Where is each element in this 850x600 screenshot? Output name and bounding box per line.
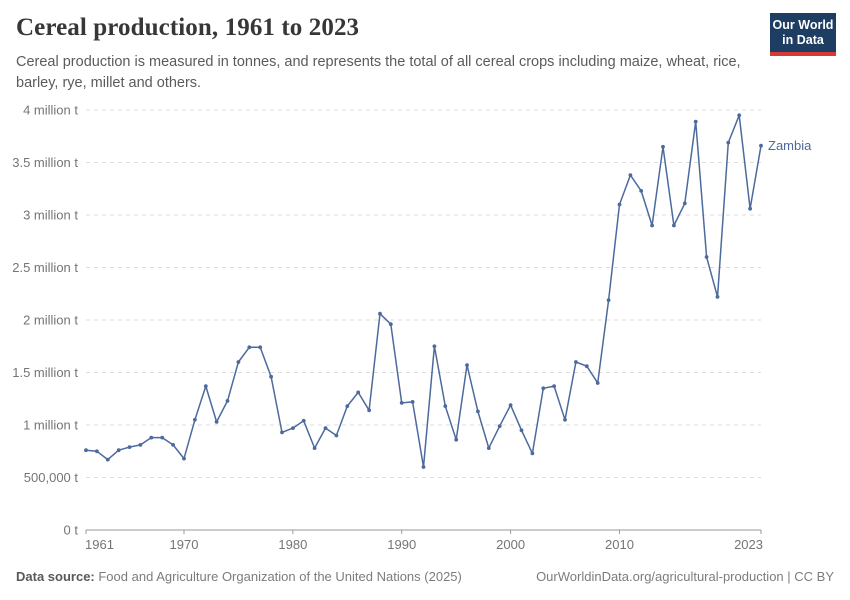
data-point[interactable]: [726, 140, 731, 145]
data-point[interactable]: [497, 424, 502, 428]
data-point[interactable]: [105, 457, 110, 462]
data-point[interactable]: [443, 404, 448, 408]
y-axis-tick-label: 500,000 t: [24, 470, 79, 485]
data-point[interactable]: [661, 144, 665, 149]
data-point[interactable]: [225, 399, 230, 403]
data-point[interactable]: [378, 311, 382, 316]
data-point[interactable]: [693, 119, 698, 124]
data-point[interactable]: [432, 344, 437, 349]
data-point[interactable]: [737, 113, 742, 118]
owid-logo-line1: Our World: [772, 18, 834, 32]
y-axis-tick-label: 3 million t: [23, 208, 78, 223]
y-axis-tick-label: 0 t: [64, 523, 79, 538]
data-source-note: Data source: Food and Agriculture Organi…: [16, 569, 462, 584]
series-label-zambia[interactable]: Zambia: [768, 138, 812, 153]
x-axis-tick-label: 2010: [605, 537, 634, 552]
data-point[interactable]: [280, 430, 284, 435]
data-point[interactable]: [584, 364, 589, 369]
y-axis-tick-label: 2 million t: [23, 313, 78, 328]
x-axis-tick-label: 2023: [734, 537, 763, 552]
data-point[interactable]: [214, 420, 219, 424]
data-point[interactable]: [236, 360, 241, 364]
data-point[interactable]: [682, 201, 687, 206]
data-point[interactable]: [421, 465, 426, 469]
data-point[interactable]: [269, 374, 273, 379]
data-point[interactable]: [574, 360, 578, 364]
owid-logo: Our World in Data: [770, 13, 836, 56]
x-axis-tick-label: 2000: [496, 537, 525, 552]
data-point[interactable]: [541, 386, 546, 391]
data-point[interactable]: [530, 451, 535, 456]
y-axis-tick-label: 1.5 million t: [12, 365, 78, 380]
data-point[interactable]: [476, 409, 480, 414]
data-point[interactable]: [356, 390, 361, 395]
series-line-zambia[interactable]: [85, 114, 762, 468]
x-axis-tick-label: 1961: [85, 537, 114, 552]
data-point[interactable]: [486, 446, 491, 450]
data-point[interactable]: [704, 255, 709, 259]
data-point[interactable]: [84, 448, 88, 453]
data-point[interactable]: [247, 345, 252, 350]
data-point[interactable]: [563, 417, 567, 422]
x-axis-tick-label: 1980: [278, 537, 307, 552]
data-point[interactable]: [334, 433, 339, 438]
chart-title: Cereal production, 1961 to 2023: [16, 14, 360, 41]
y-axis-tick-label: 1 million t: [23, 418, 78, 433]
data-source-label: Data source:: [16, 568, 95, 584]
data-point[interactable]: [748, 206, 752, 211]
data-point[interactable]: [639, 189, 644, 193]
data-point[interactable]: [193, 417, 197, 422]
y-axis-tick-label: 3.5 million t: [12, 155, 78, 170]
data-point[interactable]: [258, 345, 263, 350]
x-axis-tick-label: 1990: [387, 537, 416, 552]
owid-logo-line2: in Data: [782, 33, 824, 47]
data-point[interactable]: [160, 435, 165, 440]
data-point[interactable]: [323, 426, 328, 430]
data-point[interactable]: [465, 363, 469, 367]
data-point[interactable]: [519, 428, 524, 433]
data-point[interactable]: [410, 400, 415, 404]
data-point[interactable]: [606, 298, 611, 302]
data-point[interactable]: [617, 202, 622, 207]
data-point[interactable]: [127, 445, 132, 449]
data-point[interactable]: [388, 322, 393, 327]
owid-url-license[interactable]: OurWorldinData.org/agricultural-producti…: [536, 568, 834, 584]
data-point[interactable]: [95, 449, 99, 454]
y-axis-tick-label: 4 million t: [23, 103, 78, 118]
data-point[interactable]: [650, 223, 654, 228]
data-point[interactable]: [552, 384, 556, 388]
data-point[interactable]: [399, 401, 404, 405]
data-point[interactable]: [301, 418, 306, 423]
data-point[interactable]: [149, 435, 154, 440]
chart-subtitle: Cereal production is measured in tonnes,…: [16, 54, 741, 91]
data-point[interactable]: [116, 448, 121, 453]
data-point[interactable]: [672, 223, 676, 228]
chart-footer: Data source: Food and Agriculture Organi…: [16, 564, 834, 588]
data-point[interactable]: [508, 403, 513, 407]
data-source-text: Food and Agriculture Organization of the…: [94, 568, 462, 584]
data-point[interactable]: [454, 437, 459, 442]
data-point[interactable]: [171, 443, 176, 447]
data-point[interactable]: [182, 456, 186, 461]
data-point[interactable]: [138, 443, 143, 447]
data-point[interactable]: [367, 408, 371, 413]
data-point[interactable]: [312, 446, 317, 450]
x-axis-tick-label: 1970: [170, 537, 199, 552]
data-point[interactable]: [595, 381, 600, 385]
data-point[interactable]: [345, 404, 350, 408]
y-axis-tick-label: 2.5 million t: [12, 260, 78, 275]
data-point[interactable]: [715, 295, 720, 299]
data-point[interactable]: [759, 143, 763, 148]
data-point[interactable]: [203, 384, 208, 388]
data-point[interactable]: [628, 173, 633, 178]
data-point[interactable]: [291, 426, 295, 430]
